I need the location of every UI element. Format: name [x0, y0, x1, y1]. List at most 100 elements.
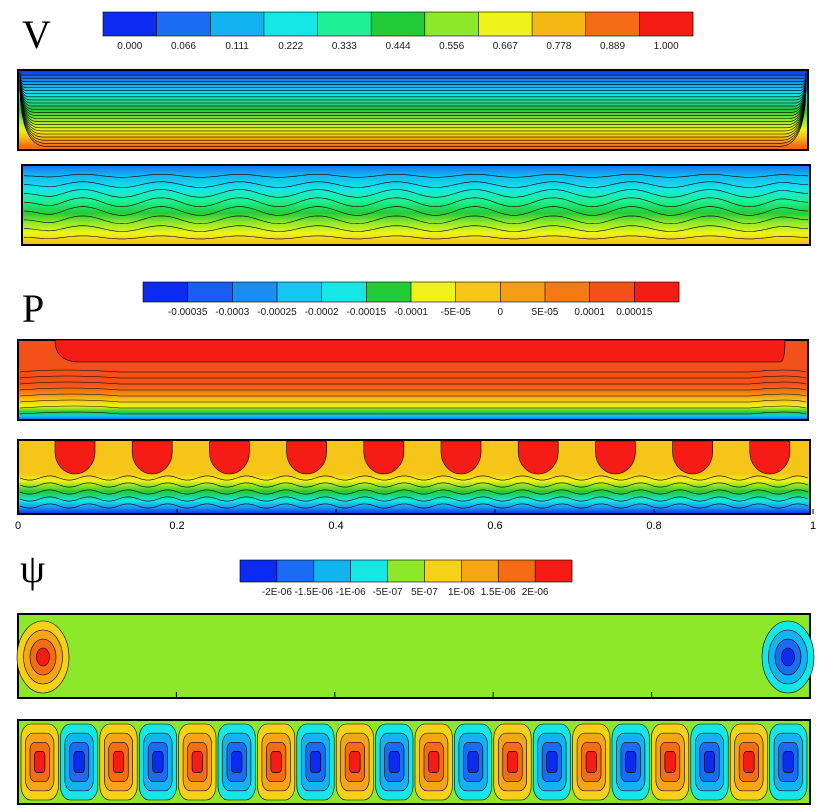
colorbar-label: -0.00025	[257, 307, 297, 318]
colorbar-label: 5E-05	[532, 307, 559, 318]
colorbar-p: -0.00035 -0.0003 -0.00025 -0.0002 -0.00015 -0…	[142, 281, 680, 318]
x-tick-label: 0.8	[646, 520, 661, 532]
v-wavy-contour-line	[23, 189, 809, 198]
p-high-cell	[363, 440, 405, 475]
p-contour-line	[19, 405, 807, 409]
p-high-cell	[54, 440, 96, 475]
colorbar-swatch	[411, 282, 456, 302]
psi-positive-cell	[191, 751, 203, 773]
colorbar-label: 0.00015	[616, 307, 653, 318]
colorbar-label: 0.444	[385, 41, 410, 52]
v-wavy-contour-line	[23, 225, 809, 232]
v-wavy-contour-line	[23, 181, 809, 188]
x-tick-label: 0.2	[169, 520, 184, 532]
colorbar-swatch	[366, 282, 412, 302]
x-tick-label: 0.6	[487, 520, 502, 532]
colorbar-swatch	[350, 560, 388, 582]
psi-negative-cell	[467, 751, 479, 773]
colorbar-swatch	[156, 12, 211, 36]
p-high-cell	[595, 440, 636, 475]
colorbar-swatch	[478, 12, 533, 36]
v-contour-line	[19, 80, 807, 125]
colorbar-swatch	[545, 282, 590, 302]
colorbar-swatch	[589, 282, 635, 302]
colorbar-label: -0.0001	[394, 307, 428, 318]
psi-positive-cell	[34, 751, 46, 773]
colorbar-swatch	[263, 12, 318, 36]
p-high-cell	[517, 440, 559, 475]
plot-psi-cells	[17, 719, 811, 805]
psi-negative-cell	[625, 751, 637, 773]
colorbar-swatch	[313, 560, 351, 582]
colorbar-label: -5E-05	[441, 307, 471, 318]
colorbar-swatch	[143, 282, 188, 302]
colorbar-swatch	[424, 560, 462, 582]
v-wavy-contour-line	[23, 215, 809, 225]
colorbar-swatch	[210, 12, 265, 36]
colorbar-label: 5E-07	[411, 587, 438, 598]
p-wavy-contour-line	[19, 496, 809, 502]
x-tick-label: 0.4	[328, 520, 343, 532]
v-wavy-contour-line	[23, 174, 809, 178]
plot-p-wavy	[17, 439, 811, 515]
v-contour-line	[19, 78, 807, 116]
psi-negative-vortex	[781, 647, 795, 667]
psi-positive-vortex	[36, 647, 50, 667]
panel-symbol-v: V	[22, 12, 51, 57]
p-contour-line	[19, 411, 807, 415]
colorbar-label: 1.5E-06	[481, 587, 516, 598]
v-contour-line	[19, 79, 807, 122]
colorbar-label: 0.778	[546, 41, 571, 52]
colorbar-label: 0.000	[117, 41, 142, 52]
colorbar-swatch	[532, 12, 587, 36]
colorbar-label: 0.333	[332, 41, 357, 52]
psi-positive-cell	[270, 751, 282, 773]
p-high-cell	[440, 440, 482, 475]
v-contour-line	[19, 80, 807, 129]
p-high-cell	[672, 440, 713, 475]
p-contour-line	[19, 369, 807, 373]
v-wavy-contour-line	[23, 206, 809, 216]
plot-v-wavy	[21, 164, 811, 246]
colorbar-label: 0.066	[171, 41, 196, 52]
colorbar-label: -5E-07	[373, 587, 403, 598]
colorbar-swatch	[321, 282, 367, 302]
psi-negative-cell	[73, 751, 85, 773]
plot-v-wavy-field	[21, 164, 811, 246]
psi-positive-cell	[506, 751, 519, 773]
colorbar-psi: -2E-06 -1.5E-06 -1E-06 -5E-07 5E-07 1E-06 1.5E…	[239, 559, 573, 598]
p-wavy-contour-line	[19, 489, 809, 495]
colorbar-label: 0.667	[493, 41, 518, 52]
p-high-cell	[749, 440, 791, 475]
psi-positive-cell	[112, 751, 125, 773]
psi-positive-cell	[743, 751, 755, 773]
psi-positive-cell	[428, 751, 440, 773]
plot-v-steady	[17, 69, 809, 151]
psi-positive-cell	[349, 751, 361, 773]
psi-negative-cell	[703, 751, 716, 773]
p-high-cell	[209, 440, 250, 475]
colorbar-label: 1E-06	[448, 587, 475, 598]
v-contour-line	[19, 79, 807, 119]
plot-p-steady	[17, 339, 809, 421]
colorbar-label: -0.00015	[347, 307, 387, 318]
colorbar-label: -1E-06	[336, 587, 366, 598]
colorbar-label: 0.222	[278, 41, 303, 52]
plot-v-steady-field	[17, 69, 809, 151]
colorbar-swatch	[276, 560, 315, 582]
p-contour-line	[19, 393, 807, 397]
p-contour-line	[19, 399, 807, 403]
colorbar-label: -1.5E-06	[295, 587, 334, 598]
colorbar-label: -0.0003	[215, 307, 249, 318]
v-contour-line	[19, 83, 807, 147]
colorbar-swatch	[387, 560, 425, 582]
colorbar-label: 0	[498, 307, 504, 318]
x-tick-label: 1	[810, 520, 816, 532]
colorbar-swatch	[500, 282, 546, 302]
p-high-cell	[286, 440, 327, 475]
psi-negative-cell	[309, 751, 322, 773]
v-wavy-contour-line	[23, 235, 809, 240]
colorbar-swatch	[240, 560, 278, 582]
p-wavy-contour-line	[19, 503, 809, 509]
colorbar-swatch	[634, 282, 680, 302]
